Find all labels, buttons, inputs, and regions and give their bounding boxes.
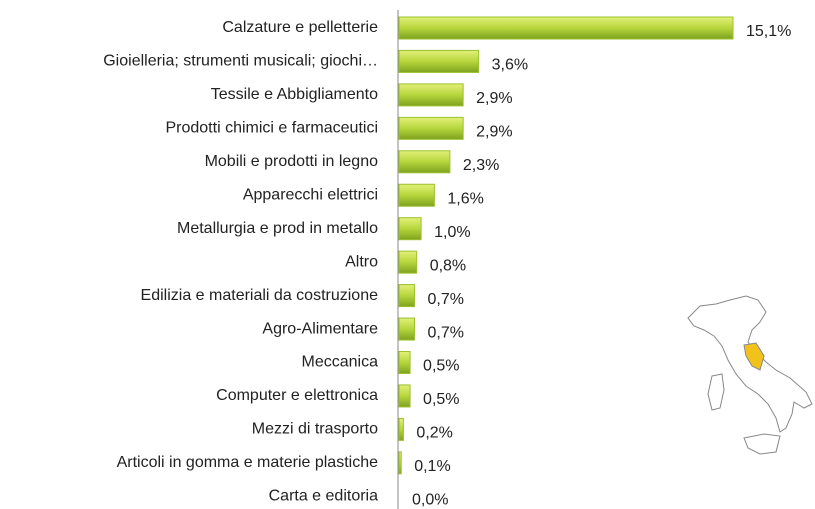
sicily [743,433,781,455]
value-label: 15,1% [746,23,791,40]
value-label: 3,6% [492,57,528,74]
value-label: 0,5% [423,358,459,375]
value-label: 0,7% [427,291,463,308]
value-label: 1,6% [447,190,483,207]
value-label: 2,9% [476,124,512,141]
value-label: 2,9% [476,90,512,107]
value-label: 1,0% [434,224,470,241]
bar [398,351,411,374]
marche-region [743,342,765,371]
value-label: 0,5% [423,391,459,408]
category-label: Calzature e pelletterie [222,19,378,36]
value-label: 0,1% [414,458,450,475]
bar [398,317,415,341]
category-label: Prodotti chimici e farmaceutici [165,120,378,137]
category-label: Edilizia e materiali da costruzione [141,287,379,304]
bar [398,417,404,441]
value-label: 0,7% [427,324,463,341]
value-label: 0,2% [416,425,452,442]
bar [398,16,734,40]
category-label: Articoli in gomma e materie plastiche [117,454,379,471]
category-label: Tessile e Abbigliamento [211,86,378,103]
bar [398,150,451,174]
category-label: Agro-Alimentare [262,320,378,337]
bar [398,116,464,140]
value-label: 2,3% [463,157,499,174]
bar [398,384,411,408]
category-label: Computer e elettronica [216,387,378,404]
category-label: Apparecchi elettrici [243,186,378,203]
category-label: Altro [345,253,378,270]
category-label: Mobili e prodotti in legno [205,153,379,170]
category-label: Gioielleria; strumenti musicali; giochi… [103,53,378,70]
bar [398,250,418,274]
bar [398,49,480,73]
bar [398,284,415,308]
value-label: 0,0% [412,492,448,509]
category-label: Meccanica [302,354,379,371]
bar [398,451,402,475]
sardinia [707,373,725,411]
map-inset [676,288,815,468]
bar [398,217,422,241]
italy-mainland [687,295,813,433]
bar [398,183,435,207]
bar [398,83,464,107]
value-label: 0,8% [430,257,466,274]
category-label: Mezzi di trasporto [252,421,378,438]
category-label: Metallurgia e prod in metallo [177,220,378,237]
category-label: Carta e editoria [269,488,378,505]
